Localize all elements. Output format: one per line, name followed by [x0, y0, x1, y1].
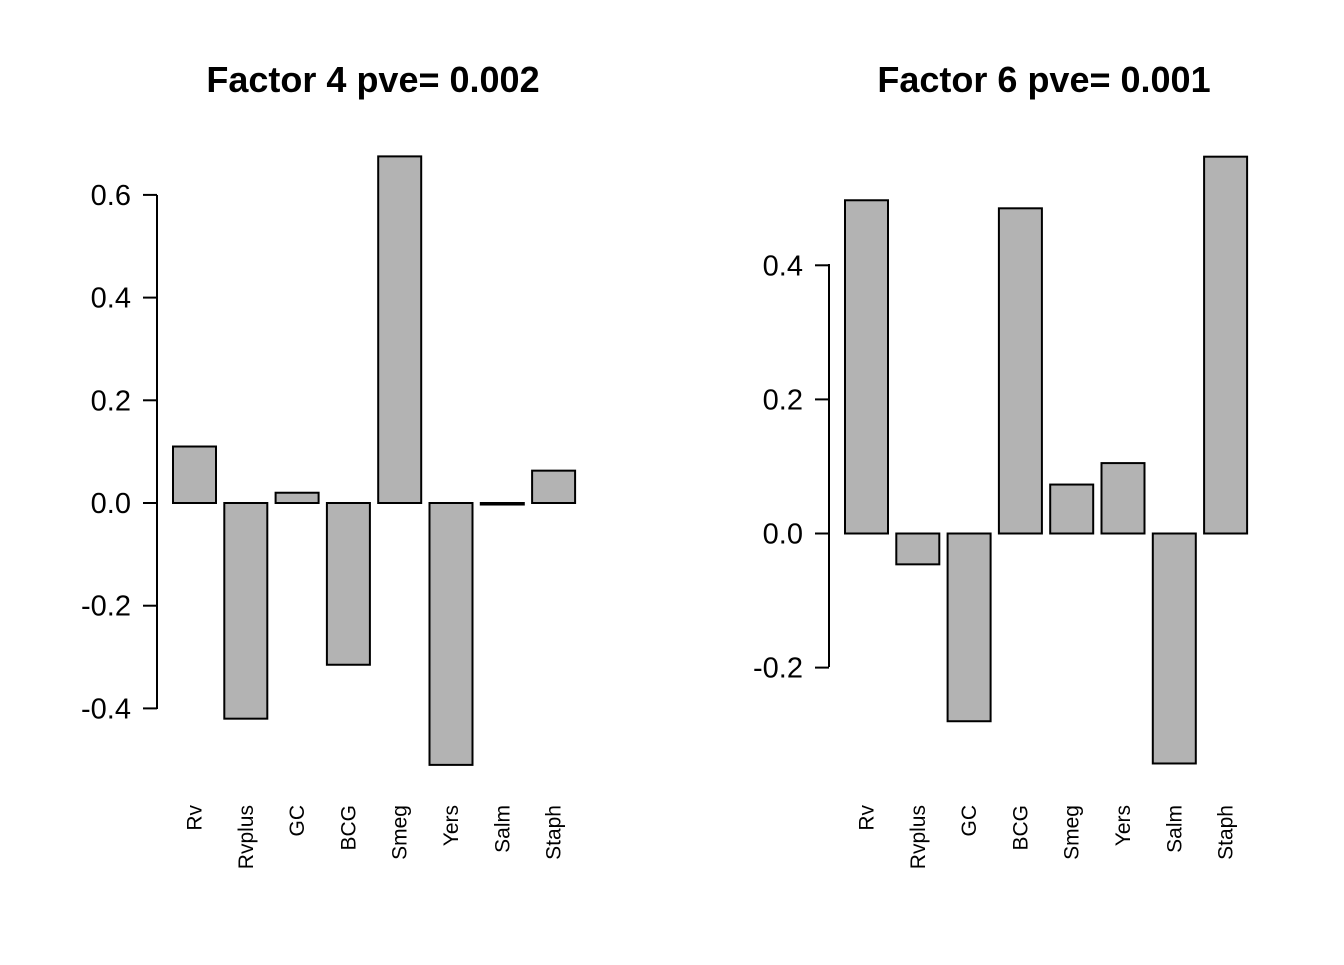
x-tick-label: Staph	[543, 805, 566, 860]
x-tick-label: Rv	[856, 805, 879, 831]
y-tick-label: 0.2	[763, 384, 803, 416]
bar-rvplus	[223, 502, 269, 720]
bar-bcg	[325, 502, 371, 666]
x-tick-label: Yers	[440, 805, 463, 846]
y-tick-label: 0.4	[91, 283, 131, 315]
bar-gc	[946, 532, 992, 723]
bar-gc	[274, 491, 320, 505]
bar-salm	[479, 502, 525, 506]
x-tick-label: Staph	[1215, 805, 1238, 860]
bar-smeg	[377, 155, 423, 504]
y-tick-label: -0.2	[753, 653, 803, 685]
bar-staph	[531, 469, 577, 505]
x-tick-label: GC	[286, 805, 309, 837]
x-tick-label: GC	[958, 805, 981, 837]
y-tick-label: -0.4	[81, 693, 131, 725]
chart-title: Factor 4 pve= 0.002	[206, 59, 539, 100]
bar-bcg	[997, 207, 1043, 535]
x-tick-label: Yers	[1112, 805, 1135, 846]
y-tick-label: 0.0	[763, 519, 803, 551]
y-tick-label: 0.0	[91, 488, 131, 520]
x-tick-label: Smeg	[389, 805, 412, 860]
bar-smeg	[1049, 483, 1095, 535]
y-tick-label: 0.4	[763, 250, 803, 282]
x-tick-label: Salm	[491, 805, 514, 853]
chart-title: Factor 6 pve= 0.001	[877, 59, 1210, 100]
x-tick-label: BCG	[1009, 805, 1032, 851]
bar-salm	[1151, 532, 1197, 765]
x-tick-label: Salm	[1163, 805, 1186, 853]
y-tick-label: -0.2	[81, 591, 131, 623]
x-tick-label: BCG	[337, 805, 360, 851]
y-tick-label: 0.2	[91, 385, 131, 417]
x-tick-label: Rv	[184, 805, 207, 831]
factor-6-panel: Factor 6 pve= 0.001 -0.2 0.0 0.2 0.4 Rv Rvplu…	[753, 59, 1249, 869]
y-tick-label: 0.6	[91, 180, 131, 212]
x-tick-label: Rvplus	[907, 805, 930, 869]
x-tick-label: Smeg	[1061, 805, 1084, 860]
bar-yers	[428, 502, 474, 766]
factor-4-panel: Factor 4 pve= 0.002 -0.4 -0.2 0.0 0.2 0.4 0.6…	[81, 59, 577, 869]
bar-rv	[172, 445, 217, 505]
bar-yers	[1100, 462, 1146, 535]
bar-rvplus	[895, 532, 941, 566]
bar-rv	[844, 199, 889, 535]
bar-staph	[1203, 155, 1249, 535]
x-tick-label: Rvplus	[235, 805, 258, 869]
